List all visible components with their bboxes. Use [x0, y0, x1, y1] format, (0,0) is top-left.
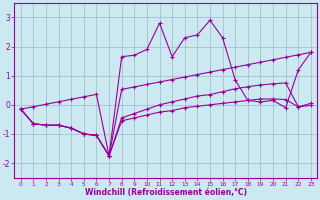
X-axis label: Windchill (Refroidissement éolien,°C): Windchill (Refroidissement éolien,°C)	[85, 188, 247, 197]
